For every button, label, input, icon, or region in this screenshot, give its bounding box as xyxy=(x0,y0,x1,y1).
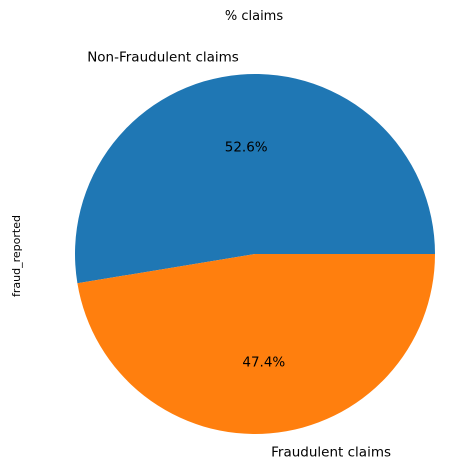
pie-slice-1 xyxy=(75,74,436,284)
chart-title: % claims xyxy=(225,9,283,24)
pie-slices xyxy=(75,74,436,434)
pct-label-1: 52.6% xyxy=(225,139,268,155)
slice-label-2: Fraudulent claims xyxy=(271,444,391,460)
y-axis-label: fraud_reported xyxy=(10,215,23,297)
pie-slice-2 xyxy=(77,254,435,434)
pie-labels: Non-Fraudulent claims 52.6% Fraudulent cla… xyxy=(87,50,391,461)
slice-label-1: Non-Fraudulent claims xyxy=(87,50,239,66)
pct-label-2: 47.4% xyxy=(242,355,285,371)
